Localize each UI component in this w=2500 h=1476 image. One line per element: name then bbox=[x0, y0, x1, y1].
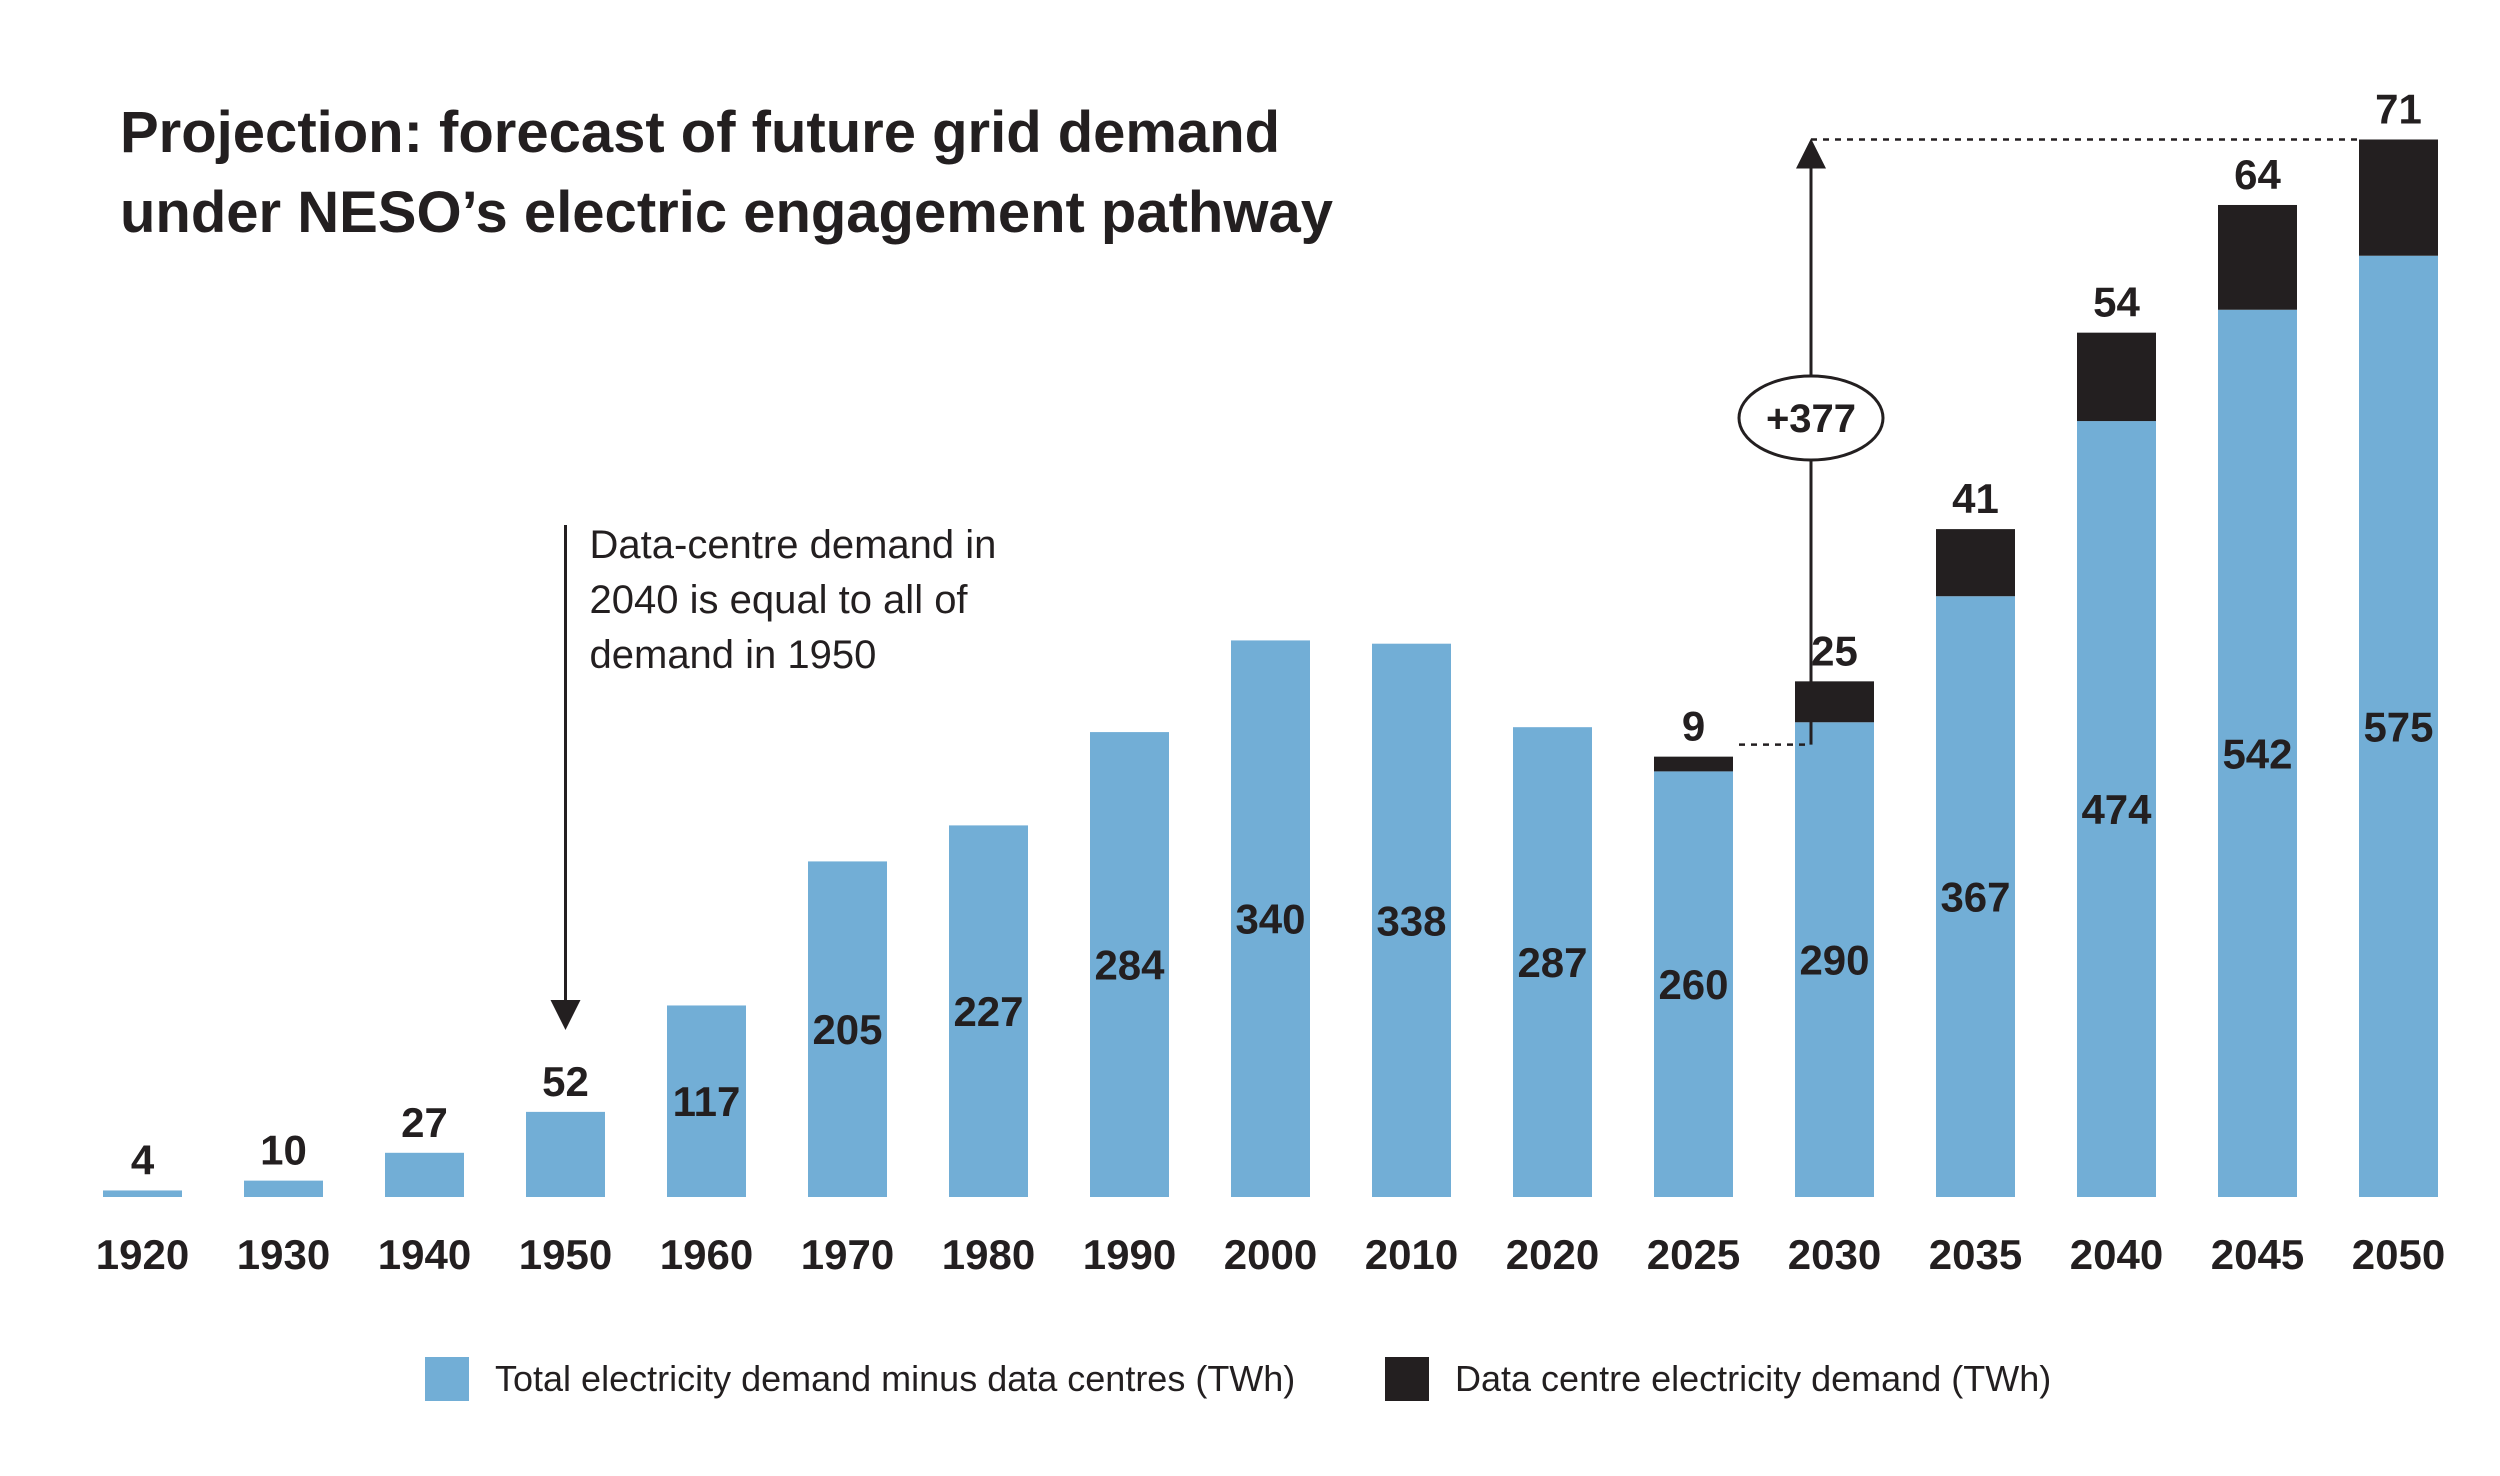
data-label-inside: 367 bbox=[1940, 874, 2010, 921]
bar-base-1970 bbox=[808, 861, 887, 1197]
x-tick-label: 2040 bbox=[2070, 1231, 2163, 1278]
data-label-inside: 290 bbox=[1799, 937, 1869, 984]
legend-item-datacentre-label: Data centre electricity demand (TWh) bbox=[1455, 1358, 2051, 1399]
bar-datacentre-2045 bbox=[2218, 204, 2297, 310]
legend: Total electricity demand minus data cent… bbox=[425, 1357, 2051, 1401]
data-label-top: 54 bbox=[2093, 279, 2140, 326]
data-label-inside: 284 bbox=[1094, 942, 1165, 989]
annotations-group: Data-centre demand in 2040 is equal to al… bbox=[550, 138, 2359, 1030]
legend-item-base-swatch bbox=[425, 1357, 469, 1401]
data-label-top: 64 bbox=[2234, 151, 2281, 198]
bar-base-2025 bbox=[1654, 771, 1733, 1197]
legend-item-datacentre-swatch bbox=[1385, 1357, 1429, 1401]
data-label-inside: 474 bbox=[2081, 786, 2152, 833]
chart-title-line-1: Projection: forecast of future grid dema… bbox=[120, 100, 1280, 165]
bar-base-2050 bbox=[2359, 255, 2438, 1198]
bar-base-2045 bbox=[2218, 309, 2297, 1198]
bar-base-2000 bbox=[1231, 640, 1310, 1197]
x-tick-label: 1940 bbox=[378, 1231, 471, 1278]
bar-base-2035 bbox=[1936, 596, 2015, 1197]
note-text-line: demand in 1950 bbox=[590, 633, 877, 677]
bar-datacentre-2040 bbox=[2077, 332, 2156, 422]
x-tick-label: 1990 bbox=[1083, 1231, 1176, 1278]
chart-title-line-2: under NESO’s electric engagement pathway bbox=[120, 180, 1333, 245]
bars-group bbox=[103, 139, 2438, 1198]
bar-base-1930 bbox=[244, 1180, 323, 1197]
legend-item-base-label: Total electricity demand minus data cent… bbox=[495, 1358, 1295, 1399]
bar-datacentre-2025 bbox=[1654, 756, 1733, 772]
x-tick-label: 1930 bbox=[237, 1231, 330, 1278]
bar-base-2010 bbox=[1372, 643, 1451, 1197]
bar-datacentre-2030 bbox=[1795, 681, 1874, 723]
data-label-inside: 260 bbox=[1658, 961, 1728, 1008]
data-label-inside: 542 bbox=[2222, 730, 2292, 777]
chart-title: Projection: forecast of future grid dema… bbox=[120, 100, 1333, 245]
data-label-inside: 117 bbox=[673, 1078, 741, 1125]
data-label-inside: 575 bbox=[2363, 703, 2433, 750]
bar-base-1980 bbox=[949, 825, 1028, 1197]
x-tick-label: 2030 bbox=[1788, 1231, 1881, 1278]
x-tick-label: 1950 bbox=[519, 1231, 612, 1278]
labels-group: 1920 4 1930 10 1940 27 1950 52 1960 117 1970 205 198… bbox=[96, 85, 2445, 1278]
x-tick-label: 1980 bbox=[942, 1231, 1035, 1278]
data-label-inside: 227 bbox=[953, 988, 1023, 1035]
x-tick-label: 2020 bbox=[1506, 1231, 1599, 1278]
data-label-inside: 205 bbox=[812, 1006, 882, 1053]
bar-base-2030 bbox=[1795, 722, 1874, 1197]
data-label-top: 10 bbox=[260, 1127, 307, 1174]
data-label-inside: 338 bbox=[1376, 897, 1446, 944]
bar-base-2040 bbox=[2077, 421, 2156, 1197]
bar-base-1940 bbox=[385, 1152, 464, 1197]
x-tick-label: 2035 bbox=[1929, 1231, 2022, 1278]
x-tick-label: 2050 bbox=[2352, 1231, 2445, 1278]
bar-base-1990 bbox=[1090, 732, 1169, 1197]
data-label-inside: 287 bbox=[1517, 939, 1587, 986]
data-label-top: 27 bbox=[401, 1099, 448, 1146]
x-tick-label: 1920 bbox=[96, 1231, 189, 1278]
x-tick-label: 2010 bbox=[1365, 1231, 1458, 1278]
data-label-top: 52 bbox=[542, 1058, 589, 1105]
data-label-top: 71 bbox=[2375, 85, 2422, 132]
bar-datacentre-2035 bbox=[1936, 529, 2015, 597]
data-label-top: 41 bbox=[1952, 475, 1999, 522]
bar-base-1960 bbox=[667, 1005, 746, 1197]
x-tick-label: 2025 bbox=[1647, 1231, 1740, 1278]
note-text-line: Data-centre demand in bbox=[590, 523, 997, 567]
x-tick-label: 1970 bbox=[801, 1231, 894, 1278]
data-label-inside: 340 bbox=[1235, 896, 1305, 943]
bar-base-2020 bbox=[1513, 727, 1592, 1197]
data-label-top: 9 bbox=[1682, 703, 1705, 750]
bar-datacentre-2050 bbox=[2359, 139, 2438, 256]
data-label-top: 25 bbox=[1811, 627, 1858, 674]
x-tick-label: 1960 bbox=[660, 1231, 753, 1278]
increase-badge bbox=[1737, 374, 1885, 462]
data-label-top: 4 bbox=[131, 1136, 155, 1183]
bar-base-1920 bbox=[103, 1190, 182, 1197]
increase-badge-text: +377 bbox=[1766, 397, 1856, 441]
bar-base-1950 bbox=[526, 1111, 605, 1197]
x-tick-label: 2045 bbox=[2211, 1231, 2304, 1278]
note-text-line: 2040 is equal to all of bbox=[590, 578, 969, 622]
x-tick-label: 2000 bbox=[1224, 1231, 1317, 1278]
